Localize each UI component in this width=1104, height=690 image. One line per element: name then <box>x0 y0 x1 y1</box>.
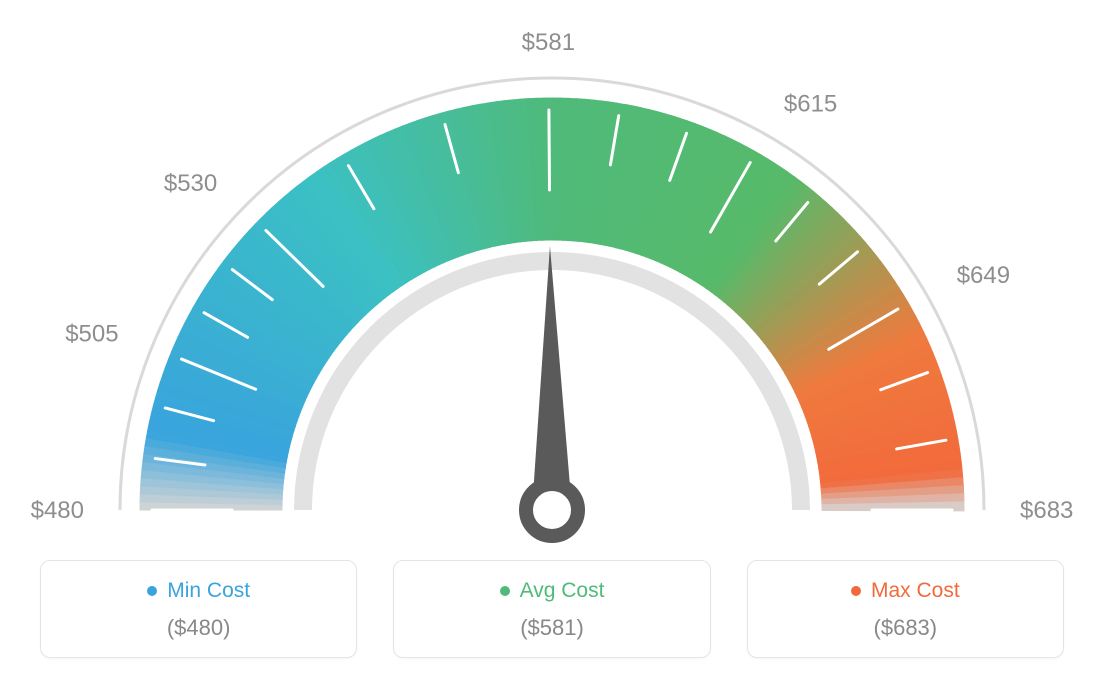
legend-row: Min Cost ($480) Avg Cost ($581) Max Cost ($68… <box>0 560 1104 678</box>
legend-card-avg: Avg Cost ($581) <box>393 560 710 658</box>
legend-title-text: Avg Cost <box>520 579 605 603</box>
gauge-tick-label: $683 <box>1020 497 1073 524</box>
gauge-tick-label: $581 <box>522 29 575 56</box>
legend-value: ($581) <box>404 615 699 641</box>
legend-dot-icon <box>500 586 510 596</box>
legend-value: ($480) <box>51 615 346 641</box>
legend-title-text: Max Cost <box>871 579 960 603</box>
cost-gauge: $480 $505 $530 $581 $615 $649 $683 <box>0 0 1104 560</box>
gauge-tick-label: $480 <box>31 497 84 524</box>
legend-title: Min Cost <box>147 579 250 603</box>
gauge-tick-label: $505 <box>65 320 118 347</box>
legend-title: Avg Cost <box>500 579 605 603</box>
gauge-tick-label: $649 <box>957 262 1010 289</box>
gauge-tick-label: $615 <box>784 90 837 117</box>
legend-title: Max Cost <box>851 579 960 603</box>
legend-value: ($683) <box>758 615 1053 641</box>
legend-card-min: Min Cost ($480) <box>40 560 357 658</box>
legend-card-max: Max Cost ($683) <box>747 560 1064 658</box>
legend-dot-icon <box>147 586 157 596</box>
gauge-svg: $480 $505 $530 $581 $615 $649 $683 <box>0 0 1104 560</box>
gauge-needle <box>532 246 572 510</box>
gauge-needle-hub <box>526 484 578 536</box>
gauge-tick-label: $530 <box>164 170 217 197</box>
legend-title-text: Min Cost <box>167 579 250 603</box>
legend-dot-icon <box>851 586 861 596</box>
